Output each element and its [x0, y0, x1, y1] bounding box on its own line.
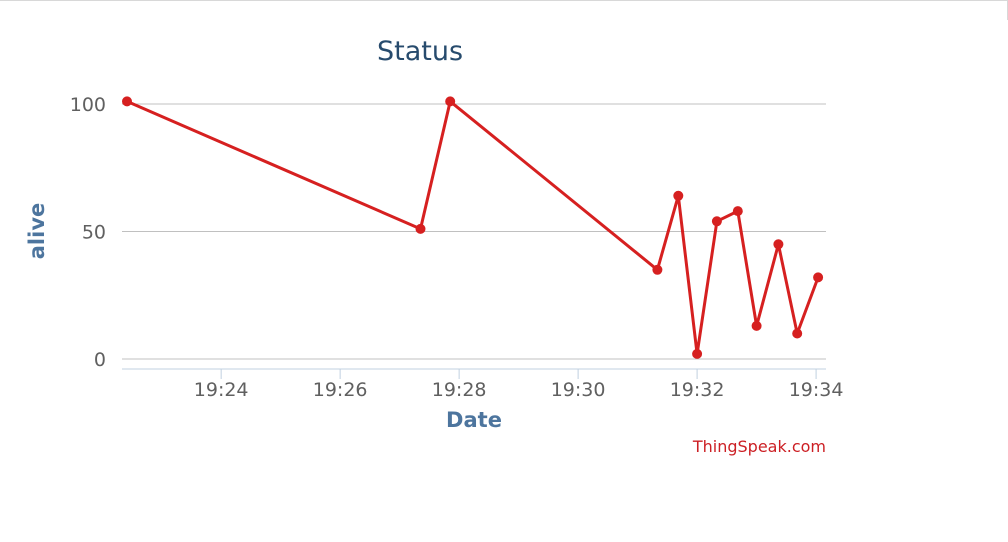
x-axis-title: Date [446, 408, 502, 432]
x-axis-ticks [220, 369, 817, 379]
data-point-8[interactable] [751, 320, 762, 331]
x-tick-label-19-32: 19:32 [670, 379, 725, 401]
x-tick-label-19-34: 19:34 [789, 379, 844, 401]
x-tick-label-19-30: 19:30 [551, 379, 606, 401]
y-axis-title: alive [25, 203, 49, 260]
y-axis-labels: 0 50 100 [70, 94, 106, 371]
data-point-0[interactable] [122, 96, 132, 107]
x-axis-labels: 19:24 19:26 19:28 19:30 19:32 19:34 [194, 379, 844, 401]
data-point-1[interactable] [415, 223, 426, 234]
data-point-5[interactable] [692, 348, 703, 359]
data-point-7[interactable] [732, 206, 743, 217]
top-border [0, 0, 1008, 1]
data-point-10[interactable] [792, 328, 803, 339]
data-point-6[interactable] [711, 216, 722, 227]
x-tick-label-19-24: 19:24 [194, 379, 249, 401]
data-point-11[interactable] [813, 272, 824, 283]
series-line-0 [125, 99, 820, 356]
y-tick-label-50: 50 [82, 222, 106, 244]
series-group [122, 96, 824, 359]
data-point-2[interactable] [445, 96, 456, 107]
credits-link[interactable]: ThingSpeak.com [692, 437, 826, 456]
x-tick-label-19-28: 19:28 [432, 379, 487, 401]
data-point-9[interactable] [773, 239, 784, 250]
chart-title: Status [377, 36, 463, 67]
data-point-3[interactable] [652, 264, 663, 275]
y-tick-label-0: 0 [94, 349, 106, 371]
grid-lines [122, 103, 826, 360]
data-point-4[interactable] [673, 190, 684, 201]
y-tick-label-100: 100 [70, 94, 106, 116]
x-tick-label-19-26: 19:26 [313, 379, 368, 401]
